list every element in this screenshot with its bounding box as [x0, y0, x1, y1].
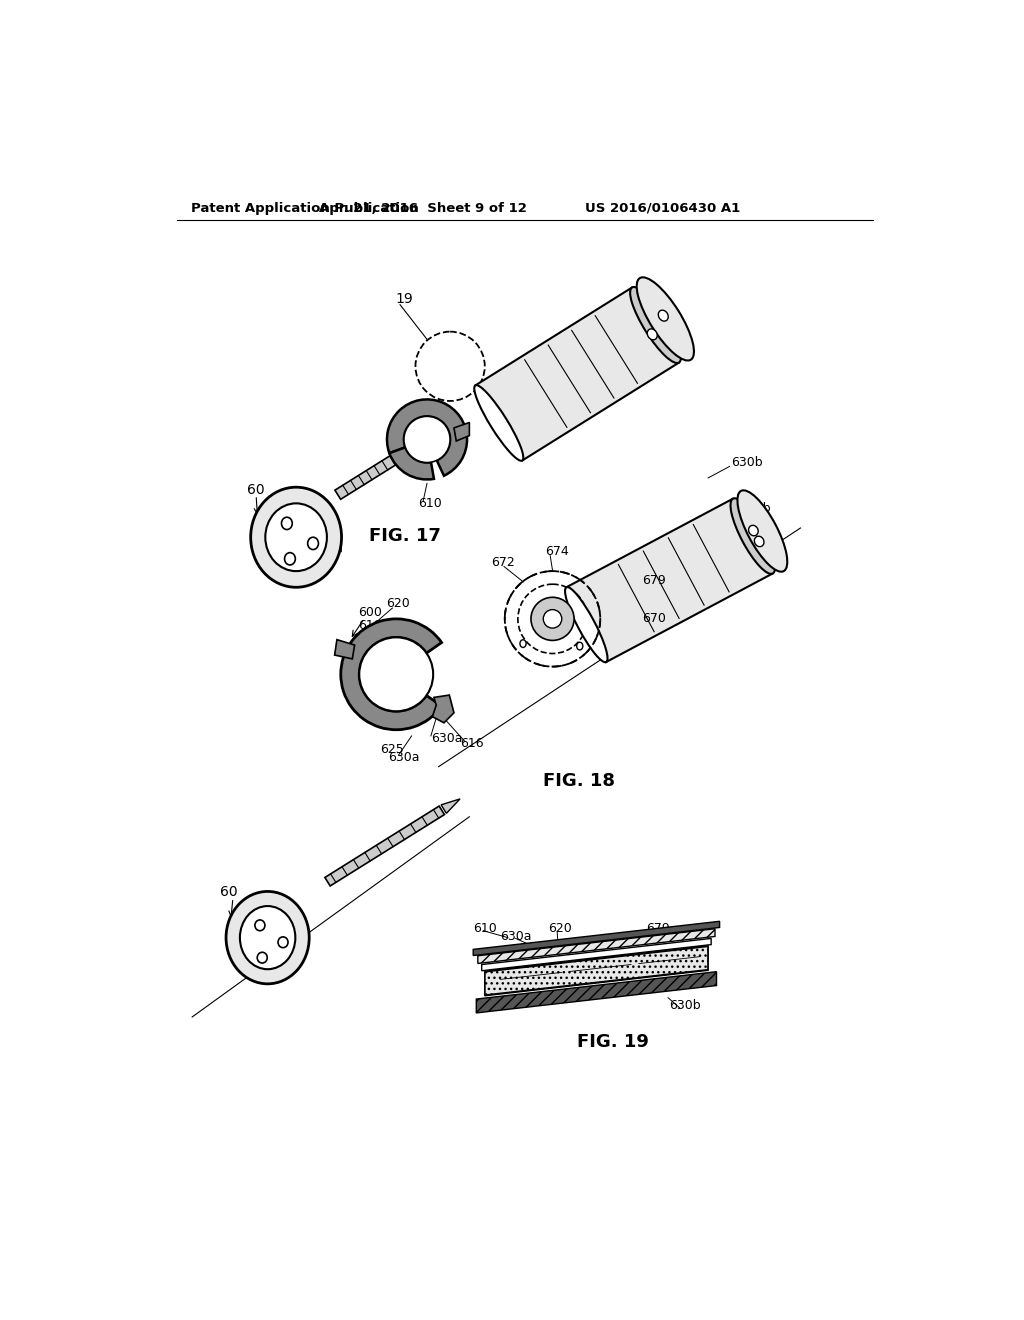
Ellipse shape [749, 525, 758, 536]
Wedge shape [389, 447, 434, 479]
Text: 630a: 630a [388, 751, 420, 764]
Ellipse shape [730, 498, 775, 574]
Ellipse shape [240, 906, 295, 969]
Ellipse shape [307, 537, 318, 549]
Polygon shape [566, 499, 773, 663]
Ellipse shape [637, 277, 694, 360]
Text: 630b: 630b [670, 999, 701, 1012]
Text: 630a: 630a [500, 929, 531, 942]
Ellipse shape [737, 490, 787, 572]
Text: 625: 625 [381, 743, 404, 756]
Text: 600: 600 [358, 606, 382, 619]
Polygon shape [484, 945, 708, 995]
Ellipse shape [285, 553, 295, 565]
Wedge shape [387, 400, 467, 475]
Text: 630a: 630a [431, 731, 463, 744]
Text: 610: 610 [358, 619, 382, 632]
Circle shape [403, 416, 451, 462]
Text: 672: 672 [490, 556, 515, 569]
Ellipse shape [282, 517, 292, 529]
Text: 60: 60 [247, 483, 265, 496]
Polygon shape [432, 696, 454, 723]
Circle shape [531, 597, 574, 640]
Polygon shape [476, 972, 717, 1012]
Text: FIG. 17: FIG. 17 [370, 527, 441, 545]
Polygon shape [335, 441, 419, 499]
Ellipse shape [755, 536, 764, 546]
Circle shape [359, 638, 433, 711]
Polygon shape [335, 640, 354, 659]
Ellipse shape [226, 891, 309, 983]
Circle shape [518, 585, 587, 653]
Text: 670: 670 [643, 612, 667, 626]
Polygon shape [475, 288, 679, 461]
Ellipse shape [255, 920, 265, 931]
Text: FIG. 18: FIG. 18 [543, 772, 614, 789]
Text: US 2016/0106430 A1: US 2016/0106430 A1 [585, 202, 740, 215]
Ellipse shape [630, 286, 681, 363]
Ellipse shape [577, 643, 583, 649]
Ellipse shape [257, 952, 267, 964]
Text: 610: 610 [418, 496, 441, 510]
Text: 60: 60 [220, 886, 238, 899]
Text: 620: 620 [386, 597, 410, 610]
Polygon shape [454, 422, 469, 441]
Polygon shape [478, 929, 715, 964]
Polygon shape [227, 933, 307, 950]
Text: 630b: 630b [739, 502, 770, 515]
Text: 679: 679 [643, 574, 667, 587]
Ellipse shape [251, 487, 342, 587]
Ellipse shape [474, 385, 523, 461]
Ellipse shape [520, 640, 526, 647]
Wedge shape [341, 619, 441, 730]
Text: 610: 610 [473, 921, 497, 935]
Ellipse shape [647, 329, 657, 339]
Polygon shape [325, 807, 444, 886]
Ellipse shape [278, 937, 288, 948]
Text: 679: 679 [646, 921, 671, 935]
Text: FIG. 19: FIG. 19 [578, 1034, 649, 1051]
Polygon shape [252, 531, 341, 552]
Polygon shape [441, 799, 460, 813]
Text: 19: 19 [395, 292, 413, 306]
Text: 630b: 630b [731, 455, 763, 469]
Circle shape [544, 610, 562, 628]
Text: 616: 616 [460, 737, 483, 750]
Polygon shape [481, 939, 711, 970]
Ellipse shape [658, 310, 669, 321]
Text: Patent Application Publication: Patent Application Publication [190, 202, 419, 215]
Ellipse shape [265, 503, 327, 572]
Text: 620: 620 [548, 921, 571, 935]
Ellipse shape [565, 587, 607, 663]
Polygon shape [473, 921, 720, 956]
Text: Apr. 21, 2016  Sheet 9 of 12: Apr. 21, 2016 Sheet 9 of 12 [319, 202, 527, 215]
Text: 674: 674 [545, 545, 568, 557]
